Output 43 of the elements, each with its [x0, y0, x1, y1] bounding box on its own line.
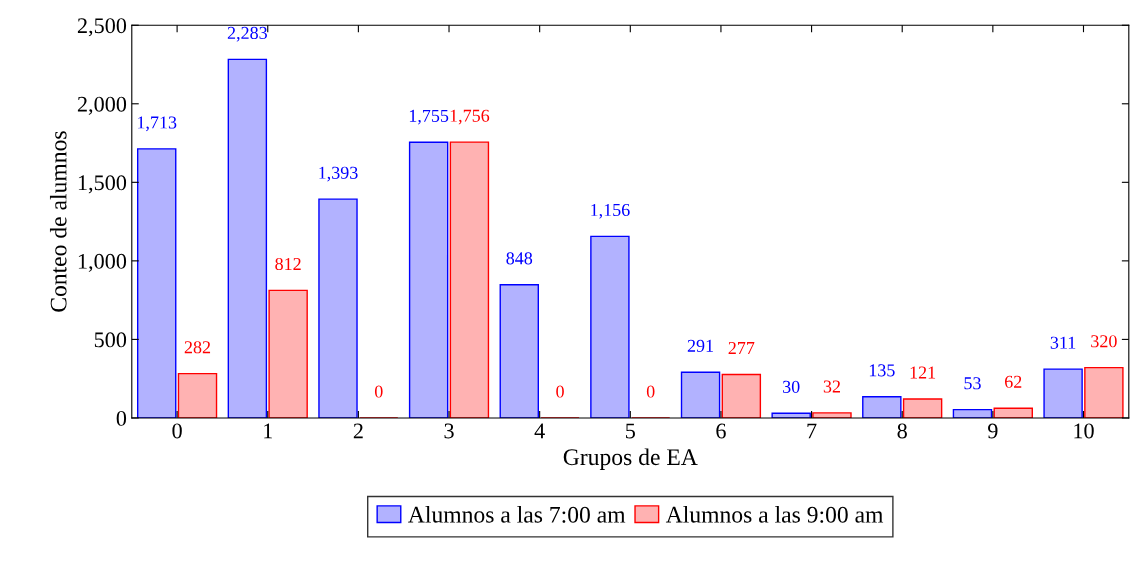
x-tick-label: 6: [716, 423, 726, 439]
data-label: 1,755: [409, 109, 449, 125]
x-tick-label: 10: [1074, 423, 1094, 439]
data-label: 30: [783, 380, 800, 393]
x-tick-label: 8: [897, 423, 907, 439]
y-tick-label: 1,500: [78, 175, 127, 194]
x-tick-label: 7: [807, 423, 817, 439]
data-label: 62: [1004, 375, 1022, 388]
x-tick-label: 3: [444, 423, 454, 439]
data-label: 1,156: [591, 203, 630, 219]
data-label: 277: [728, 341, 755, 354]
y-tick-label: 2,000: [77, 96, 127, 115]
x-tick-label: 5: [626, 423, 635, 439]
y-tick-label: 2,500: [77, 18, 127, 37]
x-tick-label: 1: [264, 423, 272, 439]
x-axis-title: Grupos de EA: [563, 448, 698, 470]
x-tick-label: 4: [534, 423, 545, 439]
legend-label: Alumnos a las 9:00 am: [665, 506, 884, 523]
y-tick-label: 0: [116, 410, 127, 426]
x-tick-label: 9: [988, 423, 998, 439]
data-label: 1,756: [450, 109, 490, 125]
data-label: 135: [869, 364, 895, 377]
data-label: 1,713: [137, 116, 177, 132]
data-label: 291: [687, 339, 713, 352]
data-label: 0: [374, 385, 383, 398]
data-label: 53: [964, 377, 981, 390]
data-label: 848: [506, 252, 533, 265]
y-axis-title: Conteo de alumnos: [49, 131, 67, 312]
y-tick-label: 500: [94, 332, 127, 348]
data-label: 311: [1050, 336, 1076, 349]
data-label: 2,283: [227, 26, 267, 42]
data-label: 0: [556, 385, 564, 398]
data-label: 1,393: [319, 166, 358, 182]
data-label: 0: [646, 385, 655, 398]
data-label: 812: [275, 257, 301, 271]
data-label: 320: [1091, 335, 1117, 348]
y-tick-label: 1,000: [78, 253, 127, 272]
legend-label: Alumnos a las 7:00 am: [408, 506, 626, 523]
x-tick-label: 2: [353, 423, 363, 439]
data-label: 32: [823, 380, 840, 393]
x-tick-label: 0: [172, 423, 182, 439]
data-label: 121: [910, 366, 936, 379]
data-label: 282: [184, 341, 211, 354]
